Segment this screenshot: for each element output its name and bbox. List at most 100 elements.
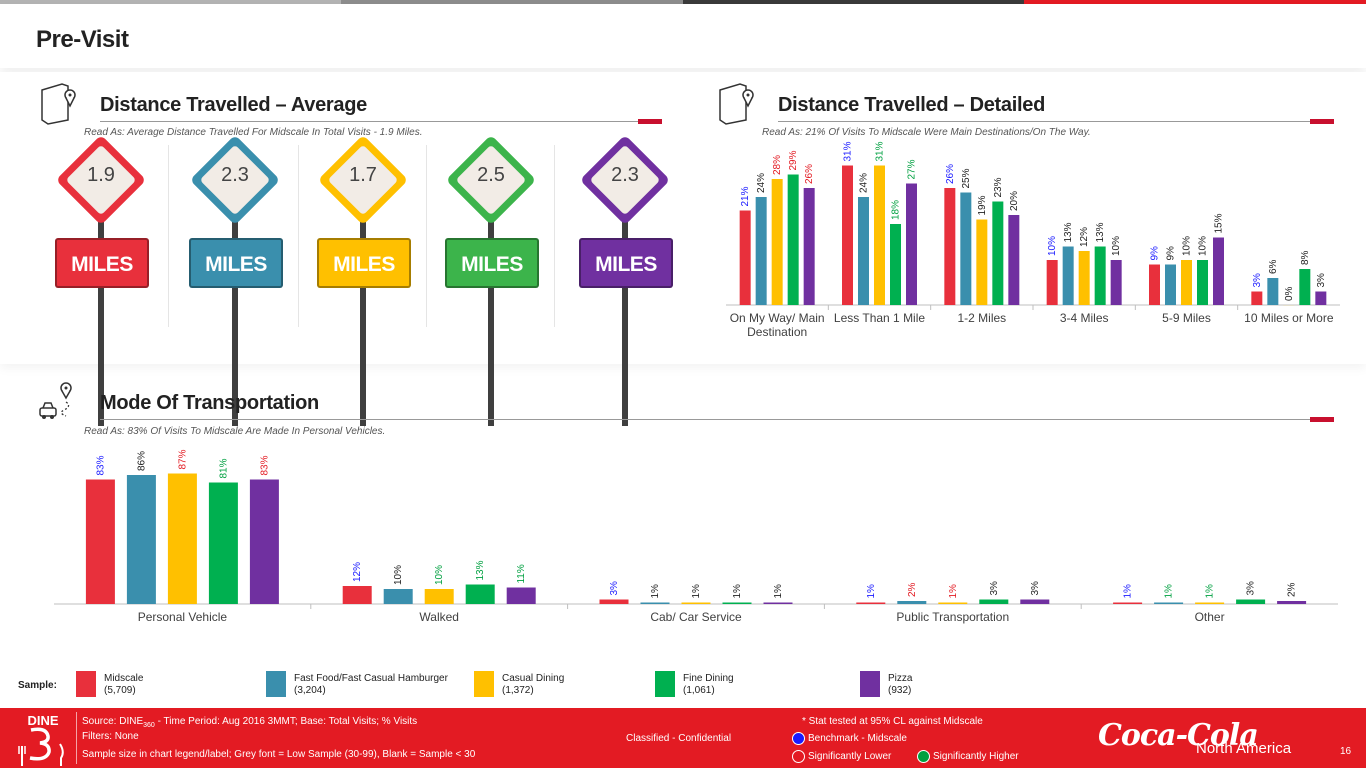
- legend-sample-size: (1,061): [683, 685, 715, 696]
- sign-divider: [554, 145, 555, 327]
- bar: [842, 165, 853, 305]
- legend-segment-name: Casual Dining: [502, 673, 565, 684]
- bar: [1154, 602, 1184, 604]
- bar: [1299, 269, 1311, 305]
- bar: [599, 599, 629, 604]
- data-label: 3%: [1316, 273, 1327, 288]
- category-label: Destination: [747, 325, 807, 339]
- data-label: 23%: [993, 177, 1004, 197]
- mode-section-title: Mode Of Transportation: [100, 392, 319, 414]
- bar: [424, 589, 454, 604]
- data-label: 18%: [891, 200, 902, 220]
- data-label: 3%: [1030, 581, 1041, 596]
- sign-pole: [232, 216, 238, 426]
- bar: [890, 224, 901, 305]
- bar: [979, 599, 1009, 604]
- top-bar-segment: [1024, 0, 1366, 4]
- data-label: 13%: [1095, 222, 1106, 242]
- bar: [1046, 260, 1058, 305]
- mode-read-as: Read As: 83% Of Visits To Midscale Are M…: [84, 426, 386, 437]
- section-underline: [100, 419, 1310, 420]
- data-label: 0%: [1284, 286, 1295, 301]
- page-title: Pre-Visit: [36, 26, 129, 53]
- data-label: 13%: [1063, 222, 1074, 242]
- sign-pole: [488, 216, 494, 426]
- region-label: North America: [1196, 740, 1292, 757]
- category-label: 1-2 Miles: [957, 311, 1006, 325]
- top-bar-segment: [341, 0, 683, 4]
- data-label: 29%: [788, 150, 799, 170]
- bar: [681, 602, 711, 604]
- data-label: 9%: [1150, 246, 1161, 261]
- bar: [722, 602, 752, 604]
- lower-circle-icon: [792, 750, 805, 763]
- bar: [976, 219, 988, 305]
- legend-segment-name: Fast Food/Fast Casual Hamburger: [294, 673, 448, 684]
- top-color-bar: [0, 0, 1366, 4]
- data-label: 24%: [756, 173, 767, 193]
- higher-circle-icon: [917, 750, 930, 763]
- category-label: 5-9 Miles: [1162, 311, 1211, 325]
- data-label: 21%: [740, 186, 751, 206]
- section-underline: [778, 121, 1310, 122]
- bar: [342, 586, 372, 604]
- category-label: 10 Miles or More: [1244, 311, 1334, 325]
- bar: [874, 165, 885, 305]
- map-pin-icon: [716, 80, 758, 131]
- data-label: 3%: [1246, 581, 1257, 596]
- miles-sign: 1.9 MILES: [32, 134, 160, 426]
- data-label: 3%: [1252, 273, 1263, 288]
- lower-key: Significantly Lower: [792, 750, 891, 763]
- legend-swatch: [655, 671, 675, 697]
- data-label: 1%: [866, 584, 877, 599]
- bar: [1315, 291, 1327, 305]
- footer: DINE Source: DINE360 - Time Period: Aug …: [0, 708, 1366, 768]
- sign-pole: [360, 216, 366, 426]
- dine-logo-text: DINE: [27, 713, 58, 728]
- miles-board: MILES: [445, 238, 539, 288]
- data-label: 87%: [177, 449, 188, 469]
- data-label: 31%: [875, 141, 886, 161]
- legend-segment-name: Pizza: [888, 673, 913, 684]
- average-miles-value: 2.3: [221, 164, 249, 186]
- data-label: 15%: [1214, 213, 1225, 233]
- category-label: On My Way/ Main: [730, 311, 825, 325]
- data-label: 86%: [136, 451, 147, 471]
- data-label: 3%: [989, 581, 1000, 596]
- data-label: 1%: [948, 584, 959, 599]
- bar: [1251, 291, 1263, 305]
- footer-sample-note: Sample size in chart legend/label; Grey …: [82, 749, 476, 760]
- bar: [1094, 246, 1106, 305]
- top-bar-segment: [683, 0, 1024, 4]
- legend-swatch: [266, 671, 286, 697]
- data-label: 9%: [1166, 246, 1177, 261]
- bar: [906, 183, 917, 305]
- category-label: Walked: [419, 610, 459, 624]
- data-label: 1%: [773, 584, 784, 599]
- data-label: 11%: [516, 564, 527, 583]
- average-miles-value: 1.7: [349, 164, 377, 186]
- bar: [992, 201, 1004, 305]
- section-accent: [1310, 417, 1334, 422]
- data-label: 6%: [1268, 259, 1279, 274]
- distance-detailed-chart: 21% 24% 28% 29% 26% On My Way/ MainDestinatio…: [726, 141, 1340, 339]
- legend-text: Fine Dining (1,061): [683, 673, 734, 697]
- bar: [1236, 599, 1266, 604]
- bar: [465, 584, 495, 604]
- legend-segment-name: Fine Dining: [683, 673, 734, 684]
- data-label: 2%: [907, 582, 918, 597]
- legend-text: Fast Food/Fast Casual Hamburger (3,204): [294, 673, 448, 697]
- legend-swatch: [860, 671, 880, 697]
- bar: [755, 197, 767, 305]
- data-label: 19%: [977, 195, 988, 215]
- data-label: 81%: [218, 458, 229, 478]
- bar: [944, 188, 956, 305]
- average-miles-value: 2.5: [477, 164, 505, 186]
- bar: [1008, 215, 1020, 305]
- miles-sign: 2.5 MILES: [422, 134, 550, 426]
- legend-segment-name: Midscale: [104, 673, 144, 684]
- bar: [506, 587, 536, 604]
- bar: [1020, 599, 1050, 604]
- bar: [1113, 602, 1143, 604]
